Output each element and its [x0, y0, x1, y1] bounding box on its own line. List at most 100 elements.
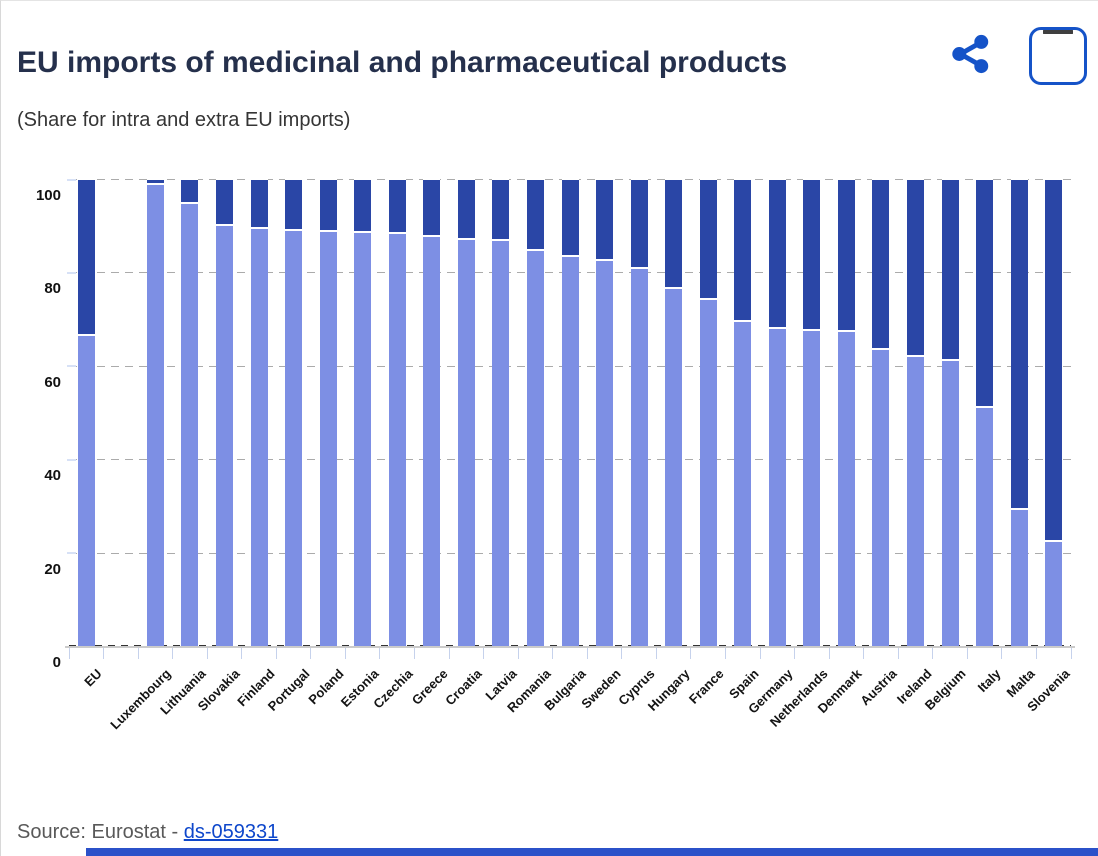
bar-sweden-extra-eu-segment[interactable]	[596, 179, 614, 260]
bar-eu[interactable]	[77, 179, 95, 646]
bar-netherlands[interactable]	[803, 179, 821, 646]
bar-slovenia[interactable]	[1045, 179, 1063, 646]
x-axis-tick	[759, 648, 761, 659]
x-axis-tick	[1001, 648, 1003, 659]
bar-bulgaria-extra-eu-segment[interactable]	[561, 179, 579, 255]
bar-poland[interactable]	[319, 179, 337, 646]
bar-italy-intra-eu-segment[interactable]	[976, 407, 994, 646]
bar-germany-extra-eu-segment[interactable]	[768, 179, 786, 328]
bar-belgium[interactable]	[941, 179, 959, 646]
bar-denmark[interactable]	[837, 179, 855, 646]
bar-belgium-intra-eu-segment[interactable]	[941, 361, 959, 646]
bar-croatia-intra-eu-segment[interactable]	[457, 240, 475, 646]
x-axis-tick	[586, 648, 588, 659]
bar-slovenia-intra-eu-segment[interactable]	[1045, 541, 1063, 646]
bar-czechia[interactable]	[388, 179, 406, 646]
bar-latvia-intra-eu-segment[interactable]	[492, 240, 510, 646]
bar-romania-intra-eu-segment[interactable]	[526, 250, 544, 646]
bar-slovakia-intra-eu-segment[interactable]	[215, 226, 233, 646]
x-axis-tick	[448, 648, 450, 659]
bar-romania-extra-eu-segment[interactable]	[526, 179, 544, 249]
bar-lithuania[interactable]	[181, 179, 199, 646]
bar-italy-extra-eu-segment[interactable]	[976, 179, 994, 406]
bar-france-segment-divider	[699, 298, 717, 301]
bar-portugal[interactable]	[285, 179, 303, 646]
bar-greece[interactable]	[423, 179, 441, 646]
bar-austria[interactable]	[872, 179, 890, 646]
bar-denmark-intra-eu-segment[interactable]	[837, 332, 855, 646]
bar-austria-intra-eu-segment[interactable]	[872, 350, 890, 646]
bar-ireland-extra-eu-segment[interactable]	[907, 179, 925, 355]
dataset-link[interactable]: ds-059331	[183, 821, 279, 843]
bar-denmark-extra-eu-segment[interactable]	[837, 179, 855, 331]
bar-portugal-intra-eu-segment[interactable]	[285, 230, 303, 646]
bar-hungary-extra-eu-segment[interactable]	[665, 179, 683, 288]
bar-slovakia[interactable]	[215, 179, 233, 646]
bar-latvia-segment-divider	[492, 238, 510, 241]
bar-croatia-extra-eu-segment[interactable]	[457, 179, 475, 239]
bar-france-extra-eu-segment[interactable]	[699, 179, 717, 299]
bar-greece-extra-eu-segment[interactable]	[423, 179, 441, 236]
bar-italy[interactable]	[976, 179, 994, 646]
bar-netherlands-intra-eu-segment[interactable]	[803, 330, 821, 646]
bar-ireland-intra-eu-segment[interactable]	[907, 356, 925, 646]
bar-netherlands-segment-divider	[803, 328, 821, 331]
share-button[interactable]	[949, 31, 993, 77]
bar-luxembourg[interactable]	[146, 179, 164, 646]
bar-germany[interactable]	[768, 179, 786, 646]
bar-latvia[interactable]	[492, 179, 510, 646]
bar-spain-intra-eu-segment[interactable]	[734, 322, 752, 646]
bar-slovenia-extra-eu-segment[interactable]	[1045, 179, 1063, 540]
bar-sweden-intra-eu-segment[interactable]	[596, 261, 614, 646]
bar-malta[interactable]	[1010, 179, 1028, 646]
source-line: Source: Eurostat - ds-059331	[17, 821, 278, 844]
bar-hungary[interactable]	[665, 179, 683, 646]
bar-netherlands-extra-eu-segment[interactable]	[803, 179, 821, 329]
bar-cyprus[interactable]	[630, 179, 648, 646]
bar-greece-intra-eu-segment[interactable]	[423, 237, 441, 646]
bar-malta-extra-eu-segment[interactable]	[1010, 179, 1028, 508]
bar-eu-extra-eu-segment[interactable]	[77, 179, 95, 335]
bar-lithuania-extra-eu-segment[interactable]	[181, 179, 199, 202]
bar-spain-extra-eu-segment[interactable]	[734, 179, 752, 321]
bar-lithuania-intra-eu-segment[interactable]	[181, 203, 199, 646]
x-axis-tick	[863, 648, 865, 659]
bar-estonia-extra-eu-segment[interactable]	[354, 179, 372, 231]
bar-cyprus-intra-eu-segment[interactable]	[630, 269, 648, 646]
bar-latvia-extra-eu-segment[interactable]	[492, 179, 510, 239]
bar-czechia-extra-eu-segment[interactable]	[388, 179, 406, 233]
bar-germany-intra-eu-segment[interactable]	[768, 329, 786, 646]
bar-luxembourg-intra-eu-segment[interactable]	[146, 184, 164, 646]
bar-belgium-extra-eu-segment[interactable]	[941, 179, 959, 360]
x-axis-tick	[690, 648, 692, 659]
menu-button[interactable]	[1029, 27, 1087, 85]
bar-romania[interactable]	[526, 179, 544, 646]
bar-france-intra-eu-segment[interactable]	[699, 300, 717, 646]
bar-france[interactable]	[699, 179, 717, 646]
bar-luxembourg-extra-eu-segment[interactable]	[146, 179, 164, 183]
bar-hungary-intra-eu-segment[interactable]	[665, 289, 683, 646]
bar-poland-extra-eu-segment[interactable]	[319, 179, 337, 230]
bar-spain[interactable]	[734, 179, 752, 646]
x-axis-tick	[932, 648, 934, 659]
bar-sweden[interactable]	[596, 179, 614, 646]
bar-czechia-intra-eu-segment[interactable]	[388, 234, 406, 646]
bar-austria-extra-eu-segment[interactable]	[872, 179, 890, 349]
bar-portugal-extra-eu-segment[interactable]	[285, 179, 303, 229]
bar-finland[interactable]	[250, 179, 268, 646]
bar-estonia[interactable]	[354, 179, 372, 646]
bar-finland-intra-eu-segment[interactable]	[250, 229, 268, 646]
bar-estonia-intra-eu-segment[interactable]	[354, 232, 372, 646]
y-axis-label: 100	[35, 187, 61, 204]
bar-finland-extra-eu-segment[interactable]	[250, 179, 268, 228]
bar-croatia[interactable]	[457, 179, 475, 646]
bar-cyprus-extra-eu-segment[interactable]	[630, 179, 648, 268]
bar-bulgaria-intra-eu-segment[interactable]	[561, 256, 579, 646]
bar-austria-segment-divider	[872, 348, 890, 351]
bar-eu-intra-eu-segment[interactable]	[77, 336, 95, 646]
bar-malta-intra-eu-segment[interactable]	[1010, 509, 1028, 646]
bar-poland-intra-eu-segment[interactable]	[319, 231, 337, 646]
bar-bulgaria[interactable]	[561, 179, 579, 646]
bar-ireland[interactable]	[907, 179, 925, 646]
bar-slovakia-extra-eu-segment[interactable]	[215, 179, 233, 225]
